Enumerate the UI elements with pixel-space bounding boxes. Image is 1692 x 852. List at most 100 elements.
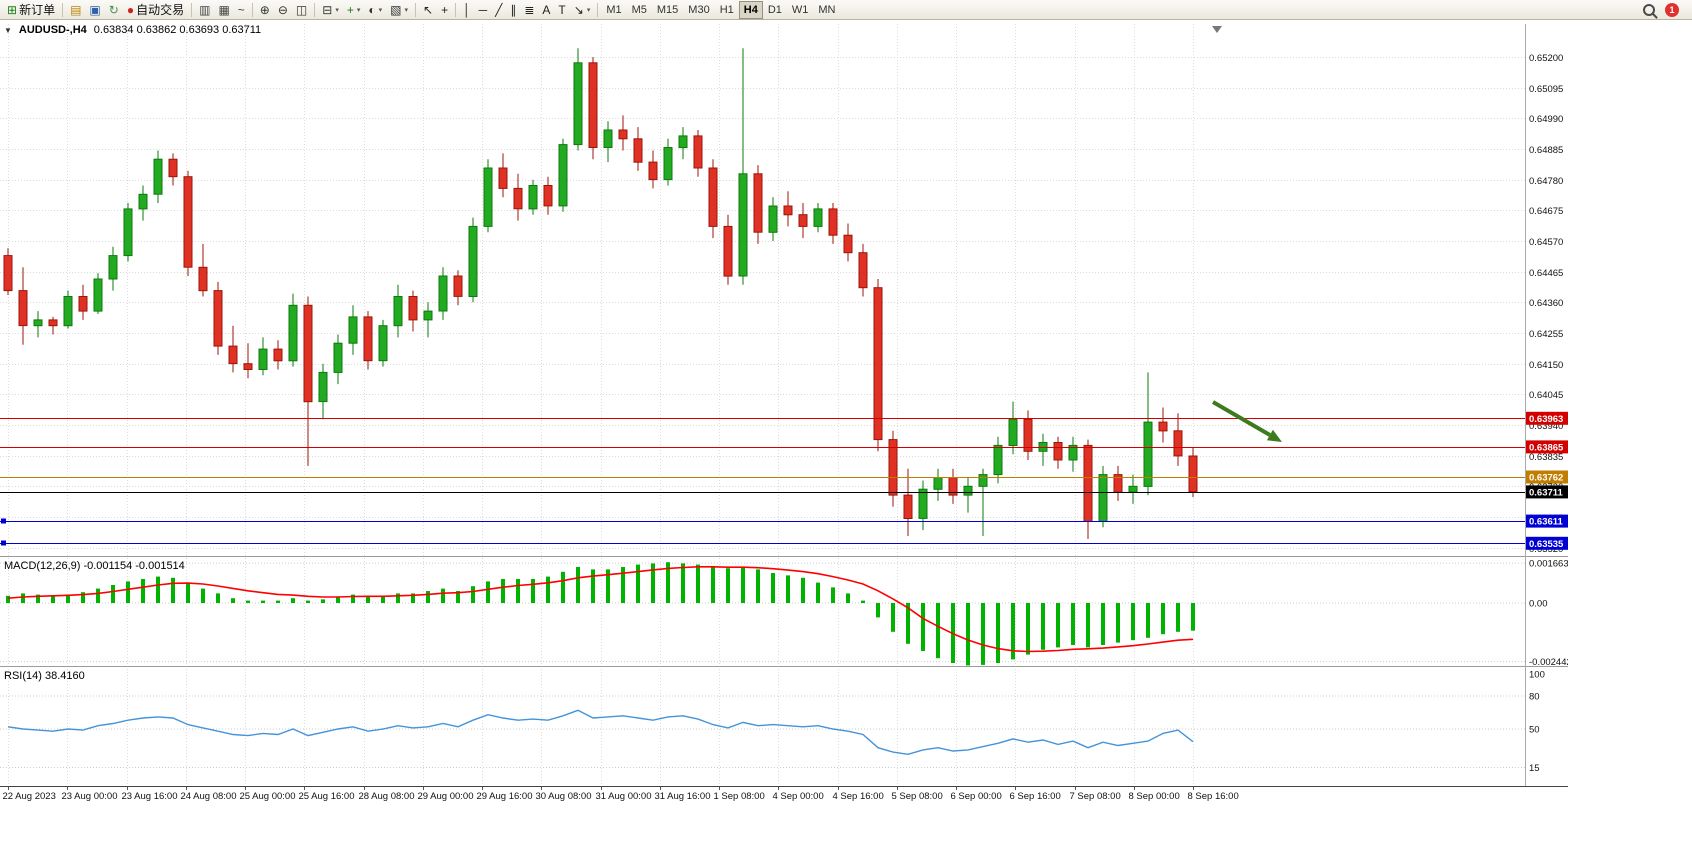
timeframe-d1-button[interactable]: D1 bbox=[763, 1, 787, 19]
time-axis-label[interactable]: 29 Aug 00:00 bbox=[418, 791, 474, 802]
price-axis-label[interactable]: 0.64150 bbox=[1529, 360, 1563, 371]
autotrading-button[interactable]: ● 自动交易 bbox=[123, 1, 188, 19]
time-axis-label[interactable]: 6 Sep 16:00 bbox=[1010, 791, 1061, 802]
macd-histogram-bar bbox=[381, 595, 385, 603]
time-axis-label[interactable]: 25 Aug 16:00 bbox=[299, 791, 355, 802]
new-order-button[interactable]: ⊞ 新订单 bbox=[3, 1, 59, 19]
candle-body bbox=[153, 158, 163, 195]
macd-histogram-bar bbox=[441, 588, 445, 603]
candle-body bbox=[888, 439, 898, 496]
price-axis-label[interactable]: 0.63835 bbox=[1529, 452, 1563, 463]
time-axis-label[interactable]: 5 Sep 08:00 bbox=[892, 791, 943, 802]
price-axis-label[interactable]: 0.65200 bbox=[1529, 53, 1563, 64]
trend-arrow-object[interactable] bbox=[1211, 400, 1271, 437]
price-axis-label[interactable]: 0.64885 bbox=[1529, 145, 1563, 156]
indicators-button[interactable]: + ▾ bbox=[343, 1, 365, 19]
macd-histogram-bar bbox=[711, 567, 715, 603]
time-axis-label[interactable]: 23 Aug 00:00 bbox=[62, 791, 118, 802]
time-axis-label[interactable]: 30 Aug 08:00 bbox=[536, 791, 592, 802]
price-axis-label[interactable]: 0.64990 bbox=[1529, 114, 1563, 125]
time-axis-label[interactable]: 7 Sep 08:00 bbox=[1070, 791, 1121, 802]
timeframe-m1-button[interactable]: M1 bbox=[601, 1, 626, 19]
time-axis-label[interactable]: 24 Aug 08:00 bbox=[181, 791, 237, 802]
price-axis-label[interactable]: 0.64780 bbox=[1529, 176, 1563, 187]
timeframe-mn-button[interactable]: MN bbox=[813, 1, 840, 19]
market-watch-button[interactable]: ▤ bbox=[66, 1, 85, 19]
line-selection-handle[interactable] bbox=[1, 540, 6, 546]
cursor-button[interactable]: ↖ bbox=[419, 1, 437, 19]
price-axis-label[interactable]: 0.64570 bbox=[1529, 237, 1563, 248]
time-axis-label[interactable]: 8 Sep 16:00 bbox=[1188, 791, 1239, 802]
zoom-in-button[interactable]: ⊕ bbox=[256, 1, 274, 19]
crosshair-button[interactable]: + bbox=[437, 1, 452, 19]
search-icon[interactable] bbox=[1643, 3, 1655, 16]
macd-histogram-bar bbox=[876, 603, 880, 618]
time-axis-label[interactable]: 4 Sep 00:00 bbox=[773, 791, 824, 802]
price-axis-label[interactable]: 0.64045 bbox=[1529, 390, 1563, 401]
macd-histogram-bar bbox=[591, 569, 595, 603]
fibonacci-button[interactable]: ≣ bbox=[520, 1, 538, 19]
timeframe-m30-button[interactable]: M30 bbox=[683, 1, 714, 19]
candle-body bbox=[258, 348, 268, 371]
candle-body bbox=[123, 208, 133, 257]
equidistant-channel-button[interactable]: ∥ bbox=[506, 1, 520, 19]
candle-body bbox=[288, 304, 298, 362]
time-axis-label[interactable]: 31 Aug 00:00 bbox=[596, 791, 652, 802]
templates-button[interactable]: ▧ ▾ bbox=[386, 1, 412, 19]
profile-button[interactable]: ▣ bbox=[85, 1, 104, 19]
time-axis-label[interactable]: 29 Aug 16:00 bbox=[477, 791, 533, 802]
text-button[interactable]: A bbox=[538, 1, 554, 19]
time-axis-label[interactable]: 8 Sep 00:00 bbox=[1129, 791, 1180, 802]
macd-histogram-bar bbox=[21, 593, 25, 603]
chart-canvas[interactable]: 22 Aug 2023 23 Aug 00:00 23 Aug 16:00 24 Au… bbox=[0, 20, 1568, 852]
price-axis-label[interactable]: 0.64675 bbox=[1529, 206, 1563, 217]
price-level-tag bbox=[1526, 470, 1568, 484]
zoom-out-button[interactable]: ⊖ bbox=[274, 1, 292, 19]
chart-shift-marker[interactable] bbox=[1212, 26, 1222, 33]
price-axis-label[interactable]: 0.64465 bbox=[1529, 268, 1563, 279]
chevron-down-icon: ▾ bbox=[356, 6, 361, 14]
time-axis-label[interactable]: 1 Sep 08:00 bbox=[714, 791, 765, 802]
line-chart-button[interactable]: ~ bbox=[234, 1, 249, 19]
timeframe-m5-button[interactable]: M5 bbox=[627, 1, 652, 19]
time-axis-label[interactable]: 22 Aug 2023 bbox=[3, 791, 56, 802]
time-axis-label[interactable]: 25 Aug 00:00 bbox=[240, 791, 296, 802]
chart-dropdown-icon[interactable]: ▼ bbox=[4, 25, 12, 35]
price-level-tag-label: 0.63611 bbox=[1529, 517, 1564, 528]
candle-body bbox=[633, 138, 643, 163]
notification-badge[interactable]: 1 bbox=[1665, 2, 1679, 17]
new-chart-button[interactable]: ⊟ ▾ bbox=[318, 1, 343, 19]
macd-histogram-bar bbox=[741, 567, 745, 603]
refresh-button[interactable]: ↻ bbox=[105, 1, 123, 19]
vertical-line-button[interactable]: │ bbox=[459, 1, 475, 19]
tile-windows-button[interactable]: ◫ bbox=[292, 1, 311, 19]
time-axis-label[interactable]: 4 Sep 16:00 bbox=[833, 791, 884, 802]
price-axis-label[interactable]: 0.64255 bbox=[1529, 329, 1563, 340]
time-axis-label[interactable]: 31 Aug 16:00 bbox=[655, 791, 711, 802]
candle-body bbox=[138, 193, 148, 210]
horizontal-line-button[interactable]: ─ bbox=[475, 1, 492, 19]
price-axis-label[interactable]: 0.65095 bbox=[1529, 84, 1563, 95]
time-axis-label[interactable]: 6 Sep 00:00 bbox=[951, 791, 1002, 802]
bar-chart-button[interactable]: ▥ bbox=[195, 1, 214, 19]
toolbar-separator bbox=[597, 2, 599, 17]
candle-body bbox=[18, 290, 28, 327]
time-axis-label[interactable]: 28 Aug 08:00 bbox=[359, 791, 415, 802]
timeframe-h1-button[interactable]: H1 bbox=[715, 1, 739, 19]
macd-histogram-bar bbox=[936, 603, 940, 659]
macd-histogram-bar bbox=[771, 573, 775, 603]
price-axis-label[interactable]: 0.64360 bbox=[1529, 298, 1563, 309]
arrows-button[interactable]: ↘ ▾ bbox=[570, 1, 595, 19]
line-selection-handle[interactable] bbox=[1, 518, 6, 524]
timeframe-w1-button[interactable]: W1 bbox=[787, 1, 814, 19]
text-label-button[interactable]: T bbox=[554, 1, 569, 19]
candlestick-chart-button[interactable]: ▦ bbox=[214, 1, 233, 19]
timeframe-h4-button[interactable]: H4 bbox=[738, 0, 763, 19]
trendline-button[interactable]: ╱ bbox=[491, 1, 506, 19]
macd-histogram-bar bbox=[831, 587, 835, 603]
candle-body bbox=[168, 158, 178, 178]
periods-button[interactable]: ◐ ▾ bbox=[364, 1, 386, 19]
price-axis-label[interactable]: 0.63940 bbox=[1529, 421, 1563, 432]
timeframe-m15-button[interactable]: M15 bbox=[652, 1, 683, 19]
time-axis-label[interactable]: 23 Aug 16:00 bbox=[122, 791, 178, 802]
